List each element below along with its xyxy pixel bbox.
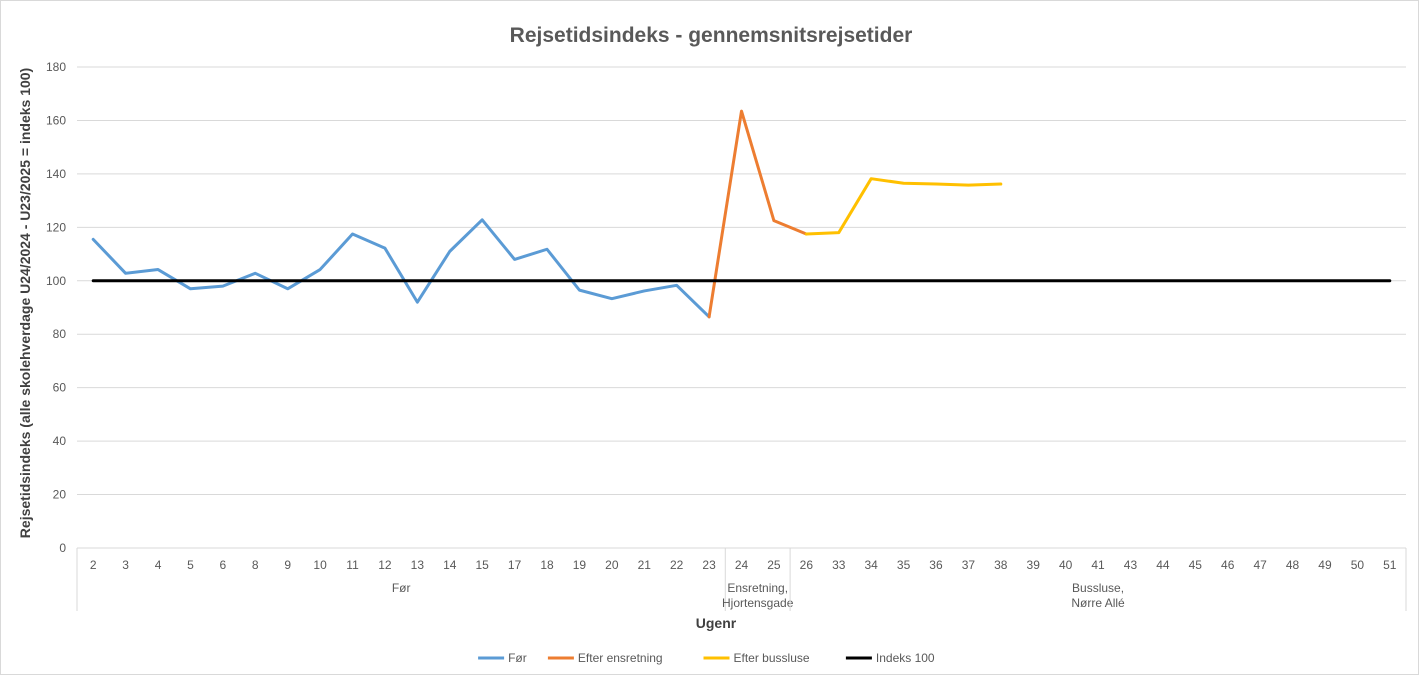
y-tick-label: 140 — [46, 167, 66, 181]
x-tick-label: 48 — [1286, 558, 1300, 572]
legend: Før Efter ensretning Efter bussluse Indeks … — [478, 651, 935, 665]
x-tick-label: 12 — [378, 558, 392, 572]
x-tick-label: 33 — [832, 558, 846, 572]
x-tick-label: 51 — [1383, 558, 1397, 572]
x-tick-label: 3 — [122, 558, 129, 572]
y-axis-ticks: 0 20 40 60 80 100 120 140 160 180 — [46, 60, 66, 555]
x-tick-label: 8 — [252, 558, 259, 572]
x-tick-label: 25 — [767, 558, 781, 572]
x-tick-label: 45 — [1189, 558, 1203, 572]
x-tick-label: 47 — [1253, 558, 1267, 572]
series-line-2 — [804, 177, 1003, 236]
y-tick-label: 120 — [46, 220, 66, 234]
x-tick-label: 37 — [962, 558, 976, 572]
x-tick-label: 34 — [864, 558, 878, 572]
x-axis: 2 3 4 5 6 8 9 10 11 12 13 14 15 17 18 19 20 21 22 23 24 25 26 3… — [76, 548, 1407, 611]
x-tick-label: 35 — [897, 558, 911, 572]
y-tick-label: 60 — [53, 381, 67, 395]
x-tick-label: 46 — [1221, 558, 1235, 572]
x-tick-label: 49 — [1318, 558, 1332, 572]
x-tick-label: 20 — [605, 558, 619, 572]
x-tick-label: 50 — [1351, 558, 1365, 572]
group-label: Ensretning, Hjortensgade — [722, 581, 794, 610]
series-line-1 — [707, 109, 808, 319]
y-tick-label: 20 — [53, 488, 67, 502]
legend-label-2: Efter bussluse — [734, 651, 810, 665]
grid-lines — [77, 66, 1406, 549]
legend-label-1: Efter ensretning — [578, 651, 663, 665]
group-label: Før — [392, 581, 411, 595]
x-tick-label: 38 — [994, 558, 1008, 572]
x-tick-label: 9 — [284, 558, 291, 572]
x-tick-label: 44 — [1156, 558, 1170, 572]
x-tick-label: 22 — [670, 558, 684, 572]
x-tick-label: 11 — [346, 558, 359, 572]
y-tick-label: 160 — [46, 113, 66, 127]
group-label: Bussluse, Nørre Allé — [1071, 581, 1125, 610]
x-tick-label: 13 — [411, 558, 425, 572]
y-tick-label: 80 — [53, 327, 67, 341]
x-tick-label: 15 — [476, 558, 490, 572]
x-tick-label: 4 — [155, 558, 162, 572]
legend-label-3: Indeks 100 — [876, 651, 935, 665]
x-tick-label: 36 — [929, 558, 943, 572]
x-tick-label: 24 — [735, 558, 749, 572]
y-tick-label: 180 — [46, 60, 66, 74]
x-tick-label: 21 — [638, 558, 652, 572]
y-axis-label: Rejsetidsindeks (alle skolehverdage U24/… — [17, 68, 33, 538]
x-tick-label: 26 — [800, 558, 814, 572]
x-tick-label: 23 — [702, 558, 716, 572]
x-tick-label: 17 — [508, 558, 522, 572]
legend-label-0: Før — [508, 651, 527, 665]
x-tick-label: 18 — [540, 558, 554, 572]
x-tick-label: 2 — [90, 558, 97, 572]
x-tick-label: 5 — [187, 558, 194, 572]
y-tick-label: 0 — [59, 541, 66, 555]
x-tick-label: 40 — [1059, 558, 1073, 572]
x-tick-label: 41 — [1091, 558, 1105, 572]
series-line-0 — [91, 218, 711, 319]
y-tick-label: 40 — [53, 434, 67, 448]
y-tick-label: 100 — [46, 274, 66, 288]
series-lines — [91, 109, 1392, 319]
x-axis-label: Ugenr — [696, 615, 737, 631]
x-tick-label: 10 — [313, 558, 327, 572]
x-tick-label: 39 — [1027, 558, 1041, 572]
chart-title: Rejsetidsindeks - gennemsnitsrejsetider — [510, 24, 913, 47]
x-tick-label: 19 — [573, 558, 587, 572]
x-tick-label: 14 — [443, 558, 457, 572]
x-tick-label: 43 — [1124, 558, 1138, 572]
x-tick-label: 6 — [220, 558, 227, 572]
